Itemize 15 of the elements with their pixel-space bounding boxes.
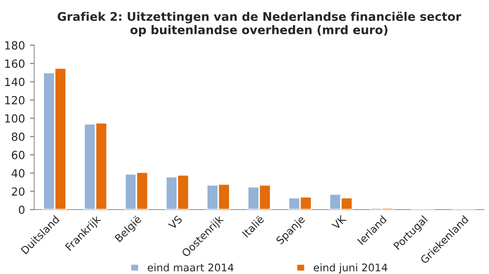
y-tick-label: 120 bbox=[5, 96, 24, 104]
legend-label: eind maart 2014 bbox=[148, 263, 234, 272]
y-tick-label: 20 bbox=[12, 187, 24, 196]
y-tick-label: 160 bbox=[5, 59, 24, 68]
chart-title: Grafiek 2: Uitzettingen van de Nederlandse financiële sector op buitenlandse overheden (mrd euro) bbox=[58, 12, 462, 37]
y-tick-label: 80 bbox=[12, 132, 24, 141]
x-tick-label: VS bbox=[168, 215, 183, 230]
legend-label: eind juni 2014 bbox=[314, 263, 388, 274]
y-tick-label: 0 bbox=[18, 206, 24, 214]
y-tick-label: 180 bbox=[5, 41, 24, 50]
x-tick-label: VK bbox=[331, 214, 347, 230]
y-tick-label: 100 bbox=[5, 114, 24, 123]
y-tick-label: 40 bbox=[12, 169, 24, 178]
y-tick-label: 60 bbox=[12, 150, 24, 160]
y-tick-label: 140 bbox=[5, 78, 24, 86]
